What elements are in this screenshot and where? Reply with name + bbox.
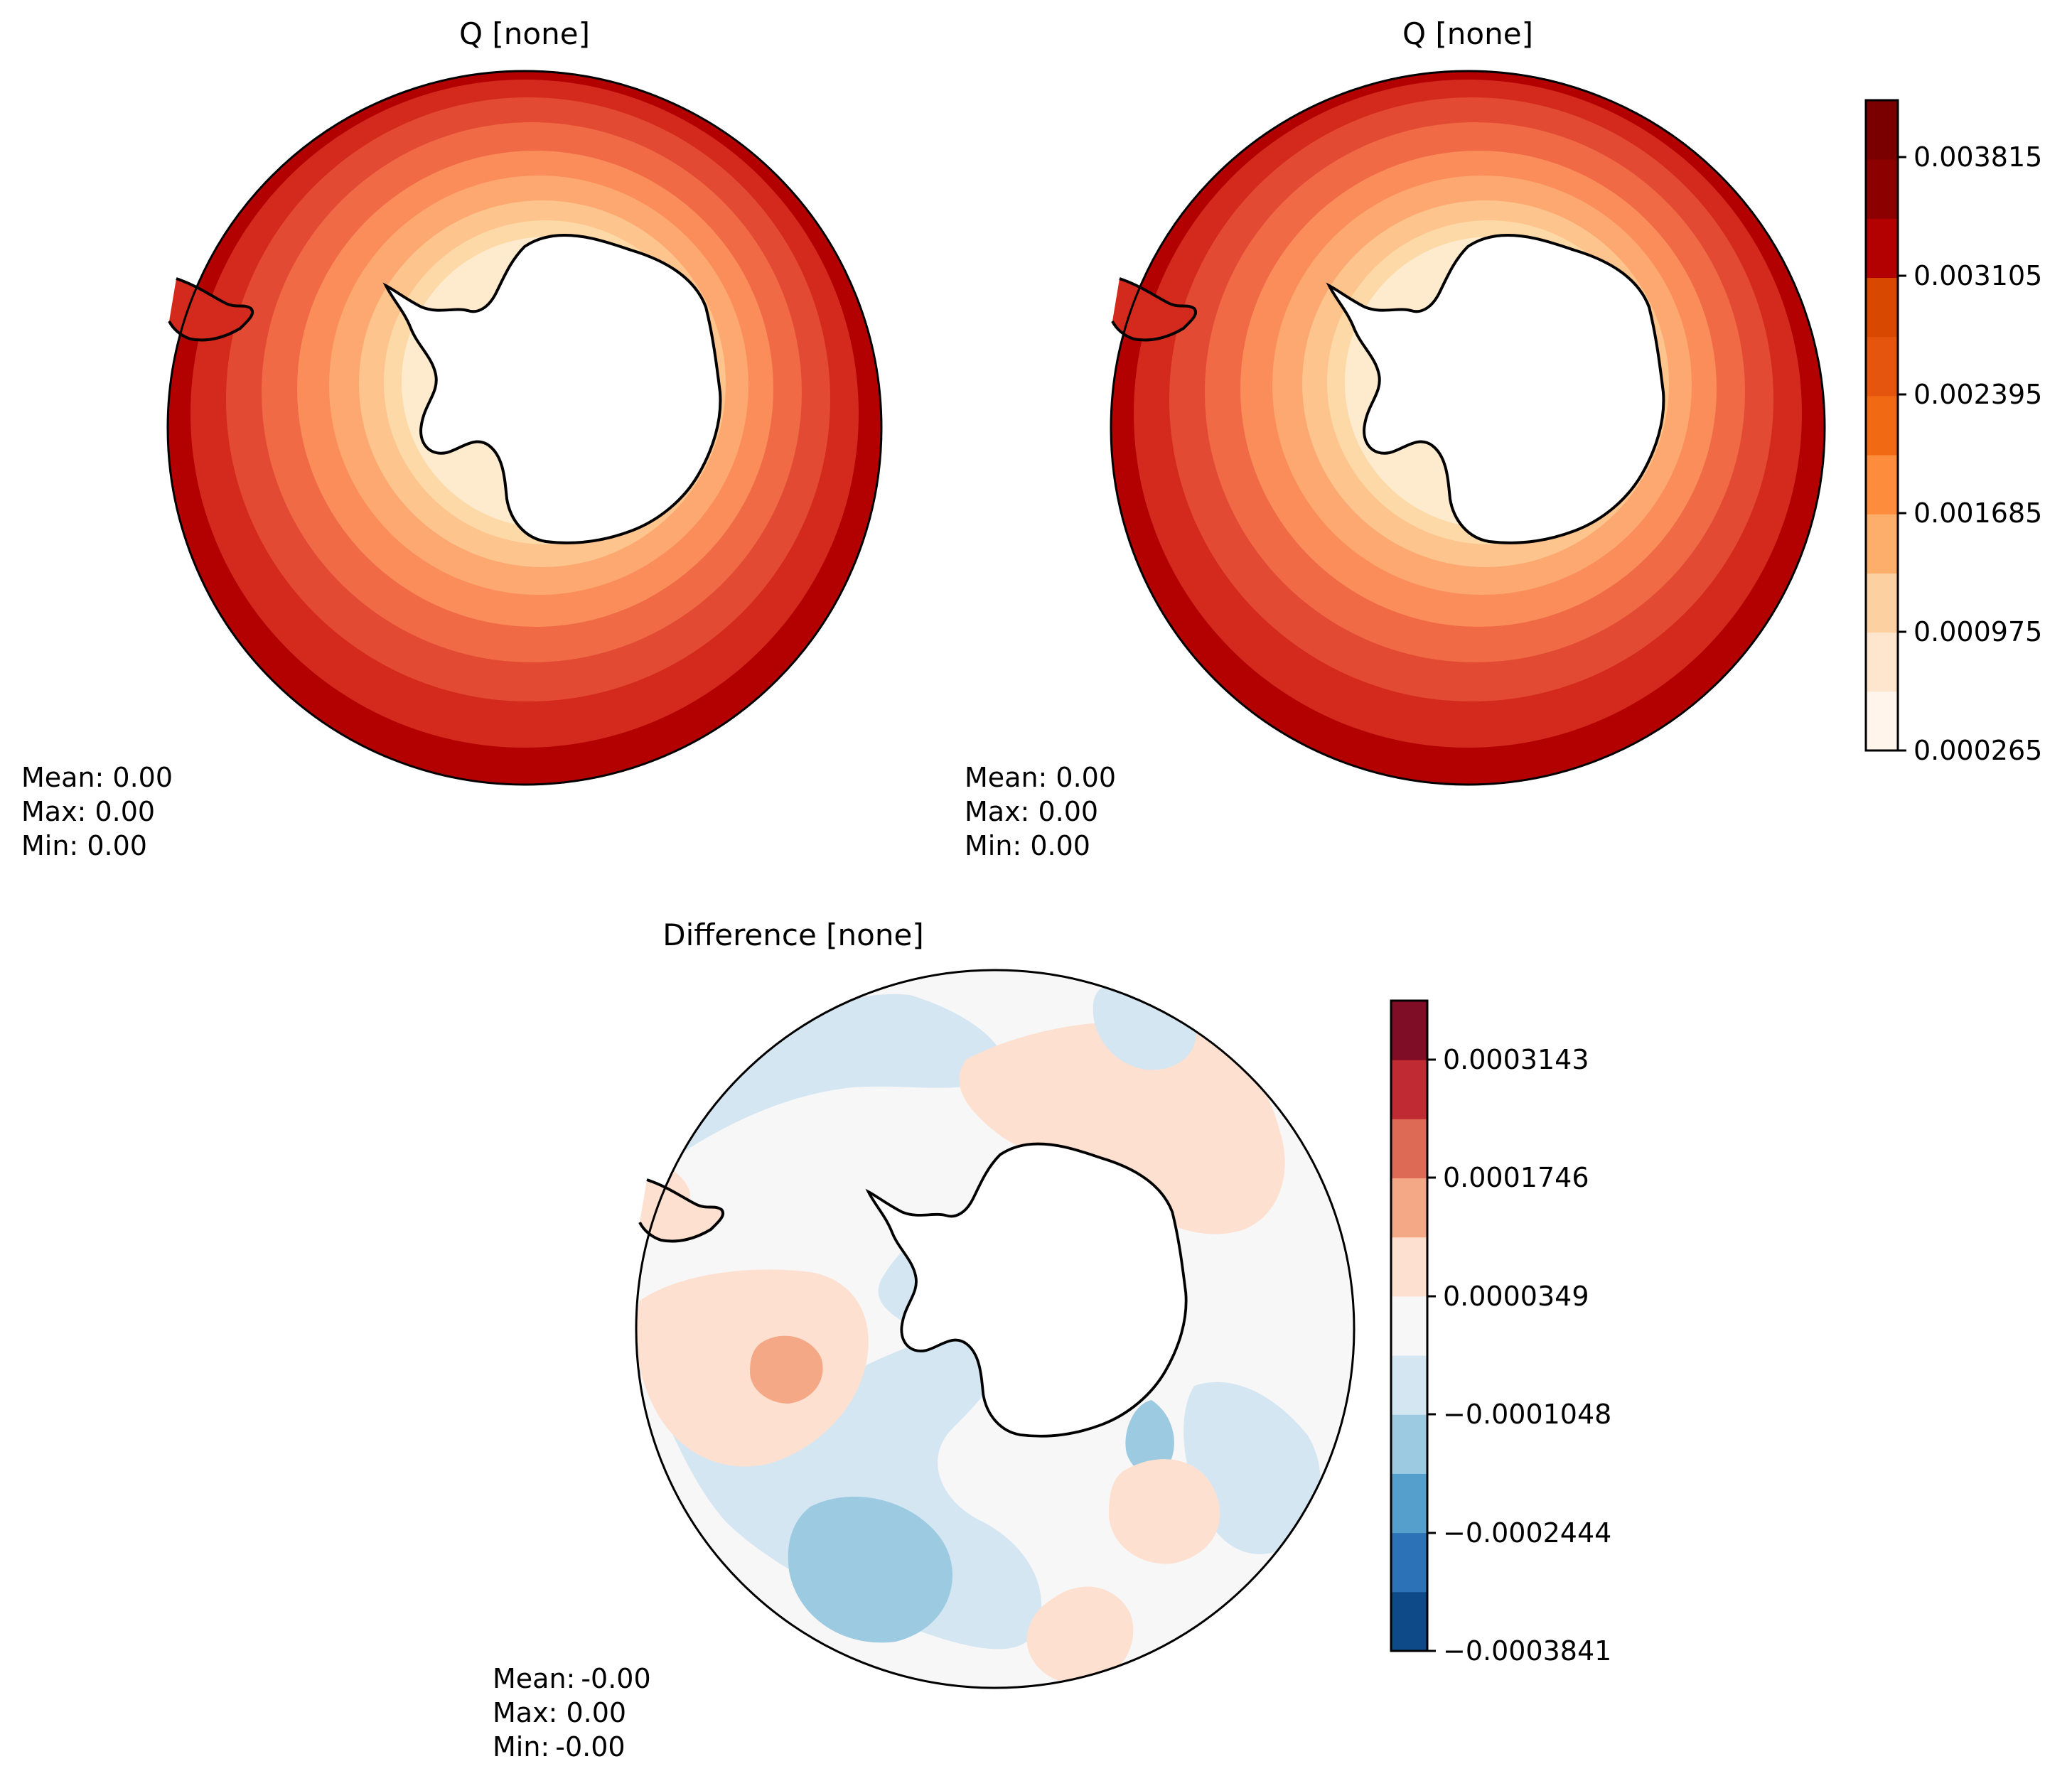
colorbar-main: 0.000265 0.000975 0.001685 0.002395 0.003105… (1864, 99, 2042, 766)
map-difference (635, 969, 1356, 1689)
panel-difference: Difference [none] (493, 917, 1356, 1762)
stat-max-reference: Max: 0.00 (965, 796, 1098, 827)
colorbar-cell (1391, 1355, 1427, 1415)
colorbar-tick-label: −0.0001048 (1443, 1399, 1611, 1430)
colorbar-tick-label: 0.001685 (1913, 497, 2042, 529)
panel-reference: Q [none] Mean: 0.00 Max: 0.00 Min: 0.00 (965, 16, 1826, 861)
colorbar-cell (1866, 336, 1898, 397)
panel-title-test: Q [none] (459, 16, 590, 51)
south-america-coastline-test (168, 277, 254, 342)
panel-test: Q [none] Mean: 0.00 Max: 0.00 Min: 0.00 (21, 16, 883, 861)
colorbar-tick-label: 0.0001746 (1443, 1162, 1589, 1193)
stat-min-reference: Min: 0.00 (965, 830, 1090, 861)
stat-mean-difference: Mean: -0.00 (493, 1663, 651, 1694)
colorbar-tick-label: 0.002395 (1913, 379, 2042, 410)
stat-mean-test: Mean: 0.00 (21, 762, 173, 793)
colorbar-cell (1391, 1001, 1427, 1060)
stats-difference: Mean: -0.00 Max: 0.00 Min: -0.00 (493, 1663, 651, 1762)
colorbar-tick-label: 0.003105 (1913, 260, 2042, 291)
outline-reference (1110, 70, 1826, 786)
south-america-coastline-reference (1111, 277, 1198, 342)
colorbar-cell (1866, 159, 1898, 219)
colorbar-tick-label: 0.0000349 (1443, 1281, 1589, 1312)
stat-max-difference: Max: 0.00 (493, 1697, 626, 1728)
colorbar-cell (1866, 218, 1898, 279)
colorbar-tick-label: −0.0003841 (1443, 1635, 1611, 1667)
colorbar-cell (1866, 691, 1898, 751)
colorbar-tick-label: 0.000975 (1913, 616, 2042, 647)
colorbar-cell (1866, 455, 1898, 515)
map-reference (1110, 70, 1826, 786)
colorbar-cell (1391, 1178, 1427, 1238)
stat-mean-reference: Mean: 0.00 (965, 762, 1116, 793)
difference-field (636, 970, 1354, 1688)
colorbar-cell (1866, 277, 1898, 338)
colorbar-cell (1391, 1414, 1427, 1474)
colorbar-tick-label: 0.003815 (1913, 141, 2042, 173)
colorbar-tick-label: 0.000265 (1913, 735, 2042, 766)
panel-title-difference: Difference [none] (662, 917, 923, 952)
colorbar-cell (1391, 1296, 1427, 1356)
stats-reference: Mean: 0.00 Max: 0.00 Min: 0.00 (965, 762, 1116, 861)
outline-difference (635, 969, 1356, 1689)
colorbar-cell (1866, 514, 1898, 574)
colorbar-tick-label: 0.0003143 (1443, 1044, 1589, 1075)
colorbar-cell (1391, 1473, 1427, 1534)
colorbar-cell (1866, 573, 1898, 633)
colorbar-cell (1391, 1591, 1427, 1652)
colorbar-cell (1391, 1060, 1427, 1119)
colorbar-diff: −0.0003841 −0.0002444 −0.0001048 0.0000349 0… (1390, 999, 1611, 1667)
colorbar-cell (1866, 395, 1898, 456)
map-test (166, 70, 883, 786)
panel-title-reference: Q [none] (1402, 16, 1533, 51)
stat-max-test: Max: 0.00 (21, 796, 155, 827)
stat-min-difference: Min: -0.00 (493, 1731, 626, 1762)
colorbar-cell (1391, 1532, 1427, 1593)
stats-test: Mean: 0.00 Max: 0.00 Min: 0.00 (21, 762, 173, 861)
colorbar-cell (1391, 1119, 1427, 1179)
colorbar-tick-label: −0.0002444 (1443, 1517, 1611, 1549)
colorbar-cell (1866, 632, 1898, 692)
colorbar-cell (1866, 100, 1898, 160)
colorbar-cell (1391, 1237, 1427, 1297)
stat-min-test: Min: 0.00 (21, 830, 147, 861)
outline-test (166, 70, 883, 786)
south-america-coastline-difference (638, 1178, 725, 1243)
